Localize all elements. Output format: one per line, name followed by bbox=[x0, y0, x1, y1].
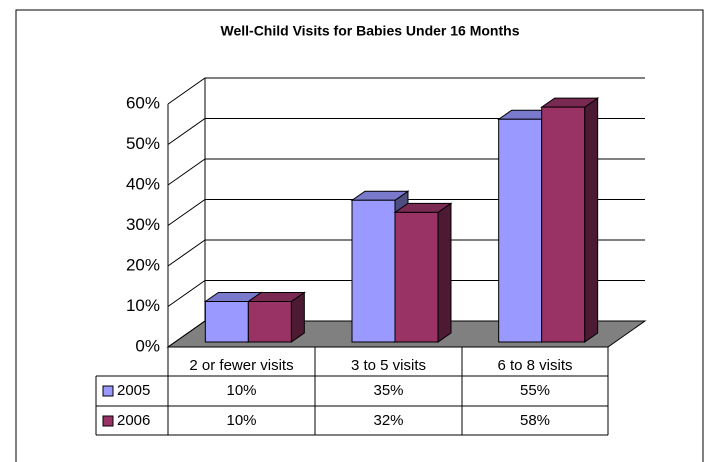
bar-front bbox=[394, 211, 439, 343]
bar-side bbox=[437, 202, 452, 343]
bar-side bbox=[584, 97, 599, 343]
legend-key bbox=[102, 385, 114, 397]
y-tick-label: 30% bbox=[126, 215, 160, 234]
bar-front bbox=[247, 301, 292, 343]
legend-label: 2005 bbox=[117, 382, 150, 399]
y-tick-label: 40% bbox=[126, 174, 160, 193]
value-label: 55% bbox=[520, 382, 550, 399]
y-tick-label: 50% bbox=[126, 134, 160, 153]
value-label: 35% bbox=[373, 382, 403, 399]
y-tick-label: 0% bbox=[135, 336, 160, 355]
chart-title: Well-Child Visits for Babies Under 16 Mo… bbox=[221, 23, 520, 39]
bar-front bbox=[351, 199, 396, 343]
grid-line bbox=[167, 118, 645, 145]
bar bbox=[540, 97, 600, 343]
x-tick-label: 6 to 8 visits bbox=[497, 357, 572, 374]
bar bbox=[393, 202, 453, 343]
bar-front bbox=[541, 106, 586, 343]
legend-key bbox=[102, 415, 114, 427]
value-label: 58% bbox=[520, 412, 550, 429]
grid-line bbox=[167, 77, 645, 105]
bars bbox=[203, 97, 600, 343]
y-tick-label: 20% bbox=[126, 255, 160, 274]
value-label: 10% bbox=[226, 382, 256, 399]
legend-label: 2006 bbox=[117, 412, 150, 429]
bar bbox=[246, 291, 306, 343]
bar-front bbox=[498, 118, 543, 343]
y-tick-label: 10% bbox=[126, 296, 160, 315]
value-label: 32% bbox=[373, 412, 403, 429]
y-tick-label: 60% bbox=[126, 93, 160, 112]
data-table: 2 or fewer visits 3 to 5 visits 6 to 8 vis… bbox=[95, 346, 609, 436]
value-label: 10% bbox=[226, 412, 256, 429]
bar-front bbox=[204, 301, 249, 343]
x-tick-label: 2 or fewer visits bbox=[189, 357, 293, 374]
x-tick-label: 3 to 5 visits bbox=[351, 357, 426, 374]
